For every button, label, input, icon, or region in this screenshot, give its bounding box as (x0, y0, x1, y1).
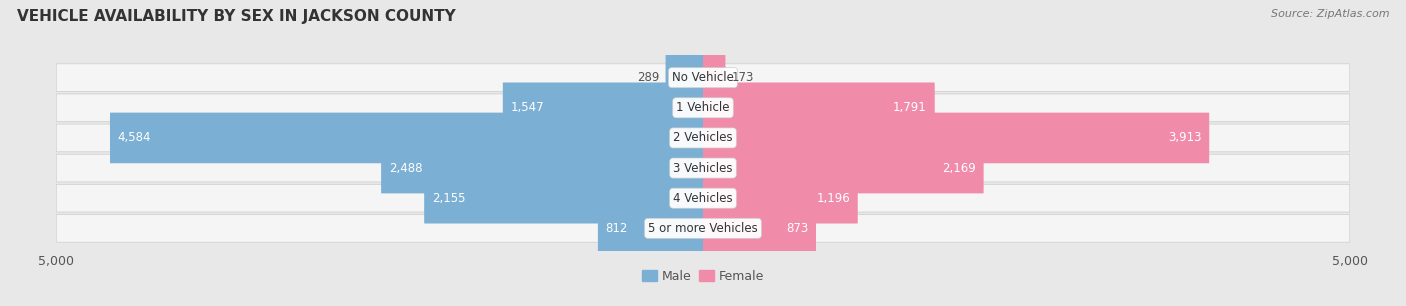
Text: 2,169: 2,169 (942, 162, 976, 174)
Text: 2,155: 2,155 (432, 192, 465, 205)
FancyBboxPatch shape (598, 203, 703, 254)
Text: 3 Vehicles: 3 Vehicles (673, 162, 733, 174)
FancyBboxPatch shape (703, 173, 858, 223)
FancyBboxPatch shape (503, 83, 703, 133)
Text: 289: 289 (637, 71, 659, 84)
Text: 812: 812 (606, 222, 628, 235)
FancyBboxPatch shape (703, 113, 1209, 163)
Text: 173: 173 (733, 71, 754, 84)
Text: 873: 873 (786, 222, 808, 235)
FancyBboxPatch shape (56, 215, 1350, 242)
FancyBboxPatch shape (56, 94, 1350, 122)
Text: 1,547: 1,547 (510, 101, 544, 114)
Text: 1 Vehicle: 1 Vehicle (676, 101, 730, 114)
Text: 1,791: 1,791 (893, 101, 927, 114)
FancyBboxPatch shape (703, 83, 935, 133)
FancyBboxPatch shape (703, 143, 984, 193)
Text: No Vehicle: No Vehicle (672, 71, 734, 84)
Text: 1,196: 1,196 (817, 192, 851, 205)
FancyBboxPatch shape (56, 184, 1350, 212)
Text: 3,913: 3,913 (1168, 132, 1201, 144)
Text: Source: ZipAtlas.com: Source: ZipAtlas.com (1271, 9, 1389, 19)
FancyBboxPatch shape (703, 203, 815, 254)
FancyBboxPatch shape (56, 124, 1350, 152)
Text: 2,488: 2,488 (389, 162, 422, 174)
FancyBboxPatch shape (56, 64, 1350, 91)
Text: 4 Vehicles: 4 Vehicles (673, 192, 733, 205)
Text: VEHICLE AVAILABILITY BY SEX IN JACKSON COUNTY: VEHICLE AVAILABILITY BY SEX IN JACKSON C… (17, 9, 456, 24)
FancyBboxPatch shape (110, 113, 703, 163)
FancyBboxPatch shape (381, 143, 703, 193)
FancyBboxPatch shape (425, 173, 703, 223)
Text: 4,584: 4,584 (118, 132, 152, 144)
Legend: Male, Female: Male, Female (637, 265, 769, 288)
Text: 2 Vehicles: 2 Vehicles (673, 132, 733, 144)
FancyBboxPatch shape (665, 52, 703, 103)
FancyBboxPatch shape (703, 52, 725, 103)
FancyBboxPatch shape (56, 154, 1350, 182)
Text: 5 or more Vehicles: 5 or more Vehicles (648, 222, 758, 235)
